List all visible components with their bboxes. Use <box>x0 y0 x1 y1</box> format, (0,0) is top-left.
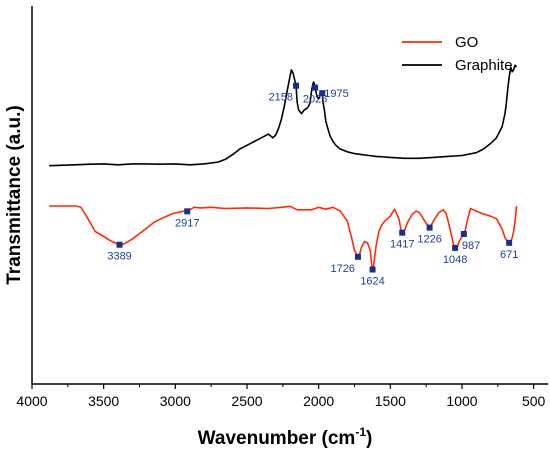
peak-marker <box>452 244 459 251</box>
peak-marker <box>312 84 319 91</box>
peak-label: 1048 <box>443 254 467 266</box>
series-line-graphite <box>49 64 518 167</box>
peak-label: 2917 <box>175 217 199 229</box>
peak-label: 1975 <box>324 88 348 100</box>
legend: GO Graphite <box>402 34 513 74</box>
peak-label: 671 <box>500 249 518 261</box>
x-axis-ticks: 4000 3500 3000 2500 2000 1500 1000 500 <box>16 384 546 409</box>
x-tick-label: 4000 <box>16 393 47 409</box>
peak-label: 3389 <box>107 251 131 263</box>
peak-marker <box>426 224 433 231</box>
peak-marker <box>116 241 123 248</box>
peak-marker <box>184 208 191 215</box>
legend-label-graphite: Graphite <box>455 57 513 74</box>
y-axis-title: Transmittance (a.u.) <box>4 105 25 285</box>
peak-label: 1726 <box>330 263 354 275</box>
peak-label: 2025 <box>303 94 327 106</box>
peak-label: 1226 <box>417 234 441 246</box>
peak-marker <box>293 82 300 89</box>
peak-marker <box>354 253 361 260</box>
x-tick-label: 2000 <box>303 393 334 409</box>
peak-marker <box>460 230 467 237</box>
peak-label: 1624 <box>360 276 384 288</box>
x-tick-label: 3500 <box>88 393 119 409</box>
x-tick-label: 1500 <box>375 393 406 409</box>
peak-marker <box>319 90 326 97</box>
x-tick-label: 2500 <box>231 393 262 409</box>
peak-label: 987 <box>462 240 480 252</box>
x-tick-label: 500 <box>522 393 546 409</box>
legend-label-go: GO <box>455 34 478 51</box>
peak-marker <box>399 229 406 236</box>
peak-label: 2158 <box>269 92 293 104</box>
x-tick-label: 3000 <box>160 393 191 409</box>
peak-marker <box>369 266 376 273</box>
peak-marker <box>506 239 513 246</box>
peak-label: 1417 <box>390 239 414 251</box>
x-tick-label: 1000 <box>446 393 477 409</box>
x-axis-title: Wavenumber (cm-1) <box>198 425 373 449</box>
